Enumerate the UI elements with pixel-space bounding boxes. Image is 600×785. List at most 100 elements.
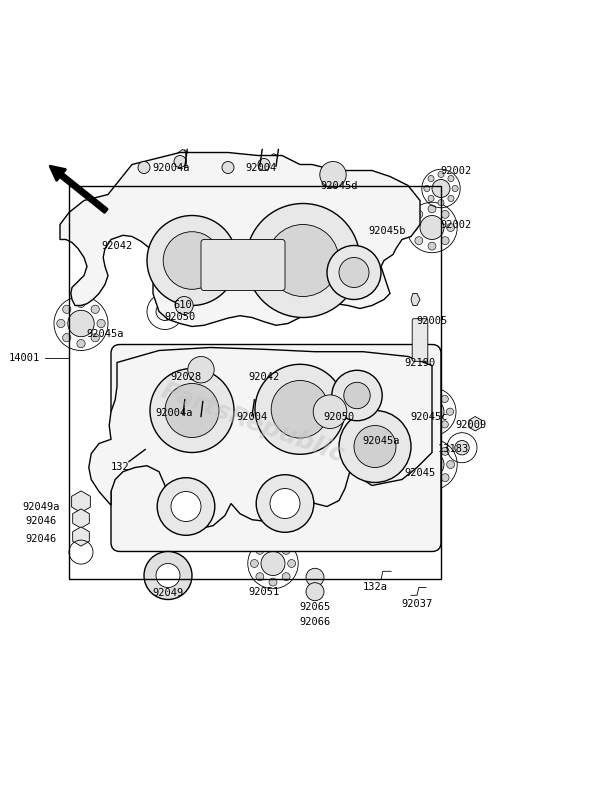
Circle shape — [452, 185, 458, 192]
Text: 92042: 92042 — [248, 373, 280, 382]
Circle shape — [156, 564, 180, 587]
Polygon shape — [273, 161, 281, 170]
Circle shape — [441, 421, 448, 428]
Circle shape — [441, 447, 449, 455]
Circle shape — [455, 440, 469, 455]
Circle shape — [448, 195, 454, 202]
Text: 92045d: 92045d — [320, 181, 358, 191]
Text: 92004: 92004 — [236, 411, 268, 422]
Circle shape — [269, 541, 277, 549]
Text: 132a: 132a — [362, 582, 388, 593]
Text: 92045: 92045 — [404, 469, 436, 479]
FancyBboxPatch shape — [111, 345, 441, 552]
Text: 92050: 92050 — [323, 411, 355, 422]
Circle shape — [420, 216, 444, 239]
Polygon shape — [257, 160, 265, 170]
Circle shape — [313, 395, 347, 429]
Circle shape — [256, 573, 264, 581]
Text: 92046: 92046 — [25, 535, 56, 545]
Circle shape — [320, 162, 346, 188]
Circle shape — [282, 546, 290, 554]
Circle shape — [415, 210, 423, 218]
Circle shape — [255, 364, 345, 455]
Text: 92045a: 92045a — [362, 436, 400, 446]
Circle shape — [428, 242, 436, 250]
Polygon shape — [469, 417, 481, 431]
Circle shape — [441, 473, 449, 482]
Polygon shape — [198, 411, 206, 421]
Circle shape — [267, 225, 339, 297]
Polygon shape — [178, 149, 188, 162]
Circle shape — [256, 475, 314, 532]
Polygon shape — [269, 154, 280, 166]
Circle shape — [150, 368, 234, 452]
Circle shape — [250, 560, 259, 568]
Polygon shape — [71, 491, 91, 513]
Text: 92050: 92050 — [164, 312, 196, 323]
Circle shape — [441, 210, 449, 218]
Circle shape — [416, 421, 423, 428]
Circle shape — [156, 302, 174, 320]
Circle shape — [428, 205, 436, 213]
Circle shape — [424, 185, 430, 192]
Text: 92049a: 92049a — [22, 502, 59, 512]
Circle shape — [428, 176, 434, 181]
Circle shape — [306, 568, 324, 586]
Circle shape — [327, 246, 381, 300]
Circle shape — [174, 155, 186, 167]
Text: 92005: 92005 — [416, 316, 448, 326]
Text: 92004a: 92004a — [155, 408, 193, 418]
Text: 92004a: 92004a — [152, 162, 190, 173]
Circle shape — [441, 396, 448, 403]
Circle shape — [269, 578, 277, 586]
Circle shape — [428, 426, 436, 433]
Circle shape — [446, 408, 454, 415]
Text: 92045c: 92045c — [410, 411, 448, 422]
Circle shape — [428, 390, 436, 397]
FancyBboxPatch shape — [412, 319, 428, 361]
Text: 92002: 92002 — [440, 166, 472, 176]
Text: 14001: 14001 — [8, 352, 40, 363]
Text: 92009: 92009 — [455, 421, 487, 430]
Circle shape — [287, 560, 296, 568]
Text: 92066: 92066 — [299, 617, 331, 626]
Polygon shape — [73, 509, 89, 528]
Circle shape — [77, 299, 85, 308]
Polygon shape — [249, 411, 257, 420]
FancyArrowPatch shape — [50, 166, 107, 213]
Circle shape — [428, 195, 434, 202]
Circle shape — [428, 442, 436, 450]
Circle shape — [409, 461, 418, 469]
Circle shape — [415, 473, 423, 482]
Circle shape — [256, 546, 264, 554]
Text: 92051: 92051 — [248, 586, 280, 597]
Circle shape — [261, 552, 285, 575]
Circle shape — [163, 232, 221, 290]
Circle shape — [410, 408, 418, 415]
Circle shape — [68, 310, 94, 337]
Circle shape — [171, 491, 201, 521]
Circle shape — [175, 297, 193, 315]
Polygon shape — [199, 157, 209, 170]
Circle shape — [441, 237, 449, 245]
Polygon shape — [281, 162, 292, 174]
Circle shape — [91, 305, 100, 313]
Text: 92004: 92004 — [245, 162, 277, 173]
Text: 92045b: 92045b — [368, 225, 406, 236]
Circle shape — [428, 479, 436, 487]
Circle shape — [57, 319, 65, 327]
Polygon shape — [182, 162, 190, 172]
Text: 92042: 92042 — [101, 240, 133, 250]
Circle shape — [446, 224, 455, 232]
Circle shape — [62, 305, 71, 313]
Circle shape — [415, 237, 423, 245]
Circle shape — [448, 176, 454, 181]
Text: 92045a: 92045a — [86, 329, 124, 338]
Circle shape — [165, 384, 219, 437]
Circle shape — [420, 452, 444, 476]
Circle shape — [282, 573, 290, 581]
Circle shape — [339, 257, 369, 287]
Circle shape — [144, 552, 192, 600]
Text: 92049: 92049 — [152, 589, 184, 598]
Circle shape — [306, 582, 324, 601]
